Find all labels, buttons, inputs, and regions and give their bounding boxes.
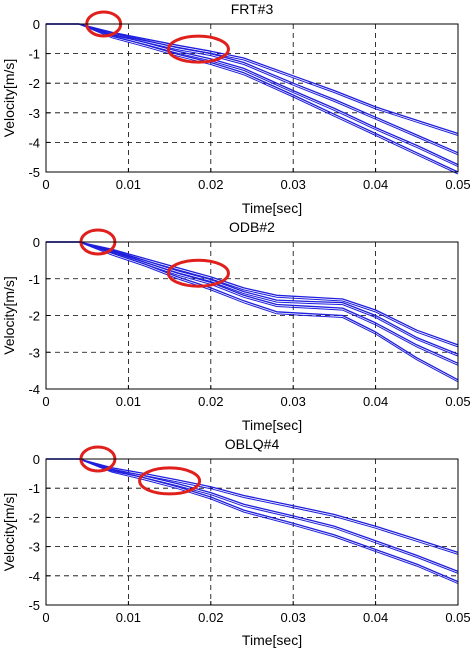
x-tick-label: 0.04 — [363, 394, 388, 409]
series-line-2 — [46, 458, 459, 573]
y-tick-label: 0 — [33, 235, 40, 250]
y-tick-label: 0 — [33, 452, 40, 467]
x-tick-label: 0.02 — [198, 177, 223, 192]
highlight-ellipse — [138, 466, 202, 496]
y-tick-label: -5 — [28, 165, 40, 180]
highlight-ellipse — [166, 258, 230, 288]
chart-title: OBLQ#4 — [225, 436, 280, 452]
y-axis-label: Velocity[m/s] — [1, 276, 17, 355]
x-tick-label: 0.05 — [445, 177, 470, 192]
x-tick-label: 0 — [42, 610, 49, 625]
plot-area — [46, 459, 458, 605]
x-tick-label: 0 — [42, 177, 49, 192]
y-tick-label: -1 — [28, 272, 40, 287]
y-tick-label: -2 — [28, 510, 40, 525]
plot-area — [46, 24, 458, 172]
y-axis-label: Velocity[m/s] — [1, 493, 17, 572]
x-tick-label: 0.05 — [445, 394, 470, 409]
x-tick-label: 0.04 — [363, 610, 388, 625]
axes-frame — [45, 458, 459, 606]
x-axis-label: Time[sec] — [242, 632, 302, 648]
series-line-4-trace — [46, 23, 459, 136]
chart-panel-1: 0 0.01 0.02 0.03 0.04 0.05 0 -1 -2 -3 -4 -5 FRT#3 Tim… — [1, 1, 471, 216]
y-tick-label: -4 — [28, 569, 40, 584]
x-axis-label: Time[sec] — [242, 417, 302, 433]
y-tick-label: -5 — [28, 598, 40, 613]
y-tick-label: -2 — [28, 76, 40, 91]
series-line-3 — [46, 241, 459, 381]
y-tick-label: -3 — [28, 345, 40, 360]
series-line-4-trace — [46, 241, 459, 357]
y-tick-label: -2 — [28, 309, 40, 324]
x-tick-label: 0 — [42, 394, 49, 409]
axes-frame — [45, 23, 459, 173]
highlight-ellipse — [166, 34, 230, 64]
y-tick-label: -4 — [28, 135, 40, 150]
series-line-3 — [46, 23, 459, 173]
x-tick-label: 0.04 — [363, 177, 388, 192]
x-tick-label: 0.01 — [116, 610, 141, 625]
series-line-1 — [46, 458, 459, 554]
chart-title: FRT#3 — [231, 1, 274, 17]
x-tick-label: 0.02 — [198, 610, 223, 625]
y-tick-label: -3 — [28, 540, 40, 555]
y-tick-label: 0 — [33, 17, 40, 32]
y-axis-label: Velocity[m/s] — [1, 59, 17, 138]
x-axis-label: Time[sec] — [242, 200, 302, 216]
x-tick-label: 0.03 — [281, 394, 306, 409]
series-line-3-trace — [46, 241, 459, 383]
y-tick-label: -1 — [28, 47, 40, 62]
chart-title: ODB#2 — [229, 219, 275, 235]
y-tick-label: -1 — [28, 481, 40, 496]
x-tick-label: 0.01 — [116, 177, 141, 192]
plot-area — [46, 242, 458, 389]
y-tick-label: -4 — [28, 382, 40, 397]
series-line-2 — [46, 241, 459, 364]
x-tick-label: 0.02 — [198, 394, 223, 409]
x-tick-label: 0.05 — [445, 610, 470, 625]
chart-panel-3: 0 0.01 0.02 0.03 0.04 0.05 0 -1 -2 -3 -4 -5 OBLQ#4 Ti… — [1, 436, 471, 648]
x-tick-label: 0.03 — [281, 610, 306, 625]
y-tick-label: -3 — [28, 106, 40, 121]
x-tick-label: 0.01 — [116, 394, 141, 409]
chart-panel-2: 0 0.01 0.02 0.03 0.04 0.05 0 -1 -2 -3 -4 ODB#2 Time[… — [1, 219, 471, 433]
x-tick-label: 0.03 — [281, 177, 306, 192]
axes-frame — [45, 241, 459, 390]
